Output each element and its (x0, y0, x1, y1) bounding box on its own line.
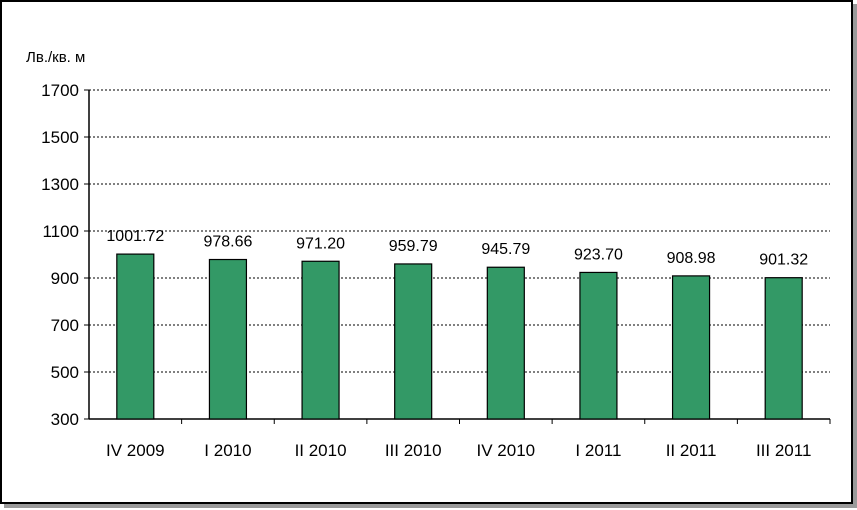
y-tick-labels: 300 500 700 900 1100 1300 1500 1700 (41, 81, 79, 429)
x-tick-label: IV 2010 (477, 441, 536, 460)
bar (116, 253, 155, 420)
x-tick-label: II 2011 (666, 441, 717, 460)
data-label: 945.79 (481, 241, 530, 258)
y-tick-label: 1300 (41, 175, 79, 194)
y-tick-label: 900 (51, 269, 79, 288)
y-tick-label: 500 (51, 363, 79, 382)
bar (208, 258, 248, 420)
x-tick-label: I 2010 (204, 441, 251, 460)
bar (301, 260, 340, 420)
y-tick-label: 1700 (41, 81, 79, 100)
bar (671, 275, 711, 420)
x-tick-labels: IV 2009 I 2010 II 2010 III 2010 IV 2010 I 201… (106, 441, 811, 460)
y-tick-label: 700 (51, 316, 79, 335)
y-axis-label: Лв./кв. м (26, 49, 85, 66)
x-tick-label: III 2011 (756, 441, 811, 460)
y-tick-label: 300 (51, 410, 79, 429)
data-label: 923.70 (574, 246, 623, 263)
bars (116, 253, 803, 420)
data-label: 978.66 (203, 234, 252, 251)
x-tick-label: III 2010 (385, 441, 442, 460)
data-label: 1001.72 (106, 228, 164, 245)
x-tick-label: I 2011 (575, 441, 621, 460)
x-tick-label: IV 2009 (106, 441, 165, 460)
data-label: 908.98 (667, 250, 716, 267)
bar (486, 266, 525, 420)
data-label: 901.32 (759, 252, 808, 269)
bar (764, 277, 803, 420)
data-label: 971.20 (296, 235, 345, 252)
axes (84, 89, 831, 424)
y-tick-label: 1500 (41, 128, 79, 147)
x-tick-label: II 2010 (295, 441, 347, 460)
gridlines (89, 89, 830, 373)
data-labels: 1001.72 978.66 971.20 959.79 945.79 923.70 908… (106, 228, 808, 269)
y-tick-label: 1100 (42, 222, 79, 241)
bar (394, 263, 433, 420)
data-label: 959.79 (389, 238, 438, 255)
bar (579, 271, 618, 420)
